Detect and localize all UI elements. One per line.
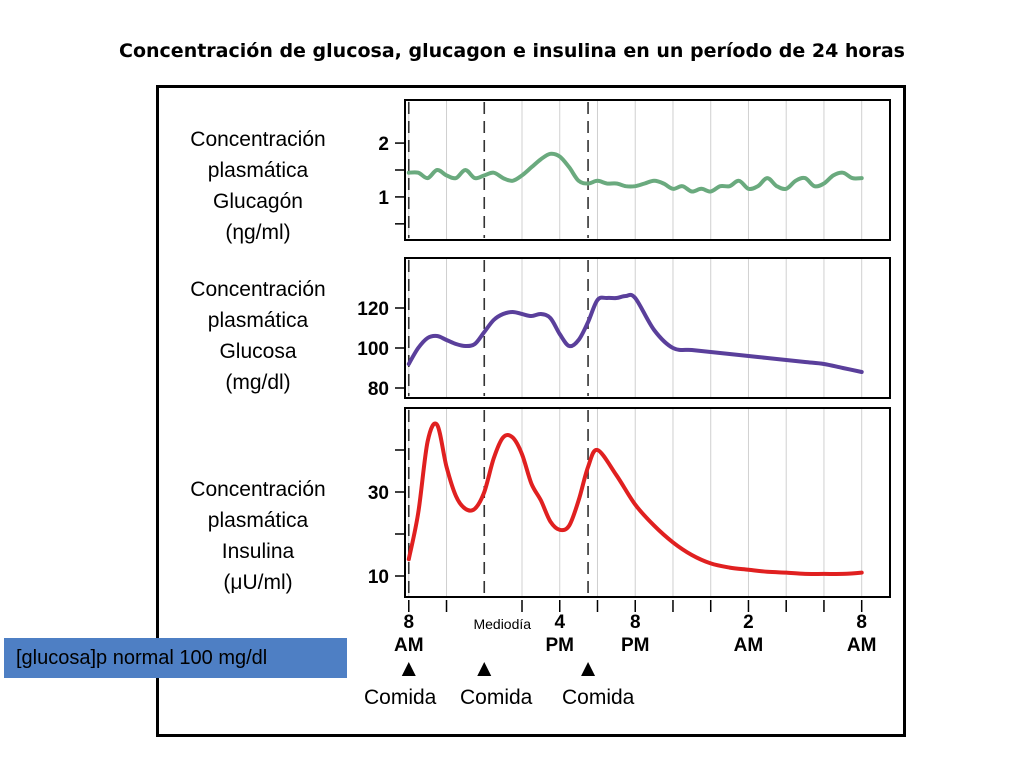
x-tick-label-line1: 8 xyxy=(630,612,641,633)
x-tick-label-line2: AM xyxy=(734,635,764,656)
x-tick-label-line1: 8 xyxy=(403,612,414,633)
glucagon-panel xyxy=(404,99,891,241)
glucose-panel xyxy=(404,257,891,399)
glucose-label-line: Glucosa xyxy=(219,340,297,363)
insulin-label-line: Insulina xyxy=(221,540,295,563)
insulin-y-tick-label: 10 xyxy=(368,567,389,588)
glucagon-label-line: Concentración xyxy=(190,128,326,151)
meal-label: Comida xyxy=(562,686,635,709)
glucose-y-tick-label: 80 xyxy=(368,379,389,400)
glucagon-y-tick-label: 1 xyxy=(378,188,389,209)
page-title: Concentración de glucosa, glucagon e ins… xyxy=(119,40,905,62)
meal-arrow-icon xyxy=(581,662,596,676)
x-tick-label-line2: PM xyxy=(545,635,574,656)
x-tick-label-line2: AM xyxy=(847,635,877,656)
meal-label: Comida xyxy=(364,686,437,709)
glucagon-axis-label: Concentración plasmática Glucagón (ηg/ml… xyxy=(168,124,348,248)
meal-arrow-icon xyxy=(477,662,492,676)
glucose-label-line: plasmática xyxy=(207,309,309,332)
glucose-y-tick-label: 120 xyxy=(357,299,389,320)
x-tick-label-line1: 8 xyxy=(856,612,867,633)
insulin-label-line: (μU/ml) xyxy=(223,571,293,594)
x-tick-label-line1: 2 xyxy=(743,612,754,633)
glucagon-label-line: Glucagón xyxy=(213,190,303,213)
glucagon-y-tick-label: 2 xyxy=(378,134,389,155)
x-tick-label-line1: 4 xyxy=(554,612,565,633)
figure-frame xyxy=(156,85,906,737)
glucose-axis-label: Concentración plasmática Glucosa (mg/dl) xyxy=(168,274,348,398)
glucagon-label-line: plasmática xyxy=(207,159,309,182)
glucagon-label-line: (ηg/ml) xyxy=(225,221,291,244)
x-tick-label-line2: PM xyxy=(621,635,650,656)
meal-label: Comida xyxy=(460,686,533,709)
insulin-axis-label: Concentración plasmática Insulina (μU/ml… xyxy=(168,474,348,598)
meal-arrow-icon xyxy=(401,662,416,676)
insulin-panel xyxy=(404,407,891,598)
insulin-label-line: Concentración xyxy=(190,478,326,501)
glucose-series-line xyxy=(406,292,864,374)
normal-glucose-note: [glucosa]p normal 100 mg/dl xyxy=(4,638,347,678)
insulin-y-tick-label: 30 xyxy=(368,483,389,504)
insulin-label-line: plasmática xyxy=(207,509,309,532)
midday-label: Mediodía xyxy=(473,616,531,632)
glucose-label-line: Concentración xyxy=(190,278,326,301)
glucose-label-line: (mg/dl) xyxy=(225,371,291,394)
glucagon-series-line xyxy=(406,151,864,194)
glucose-y-tick-label: 100 xyxy=(357,339,389,360)
insulin-series-line xyxy=(406,421,864,576)
x-tick-label-line2: AM xyxy=(394,635,424,656)
